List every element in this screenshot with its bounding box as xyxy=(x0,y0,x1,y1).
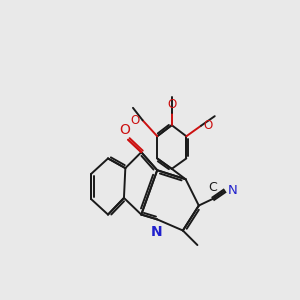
Text: O: O xyxy=(203,118,212,132)
Text: O: O xyxy=(130,114,140,127)
Text: C: C xyxy=(208,181,217,194)
Text: O: O xyxy=(119,123,130,136)
Text: N: N xyxy=(227,184,237,197)
Text: O: O xyxy=(167,98,176,111)
Text: N: N xyxy=(151,225,162,239)
